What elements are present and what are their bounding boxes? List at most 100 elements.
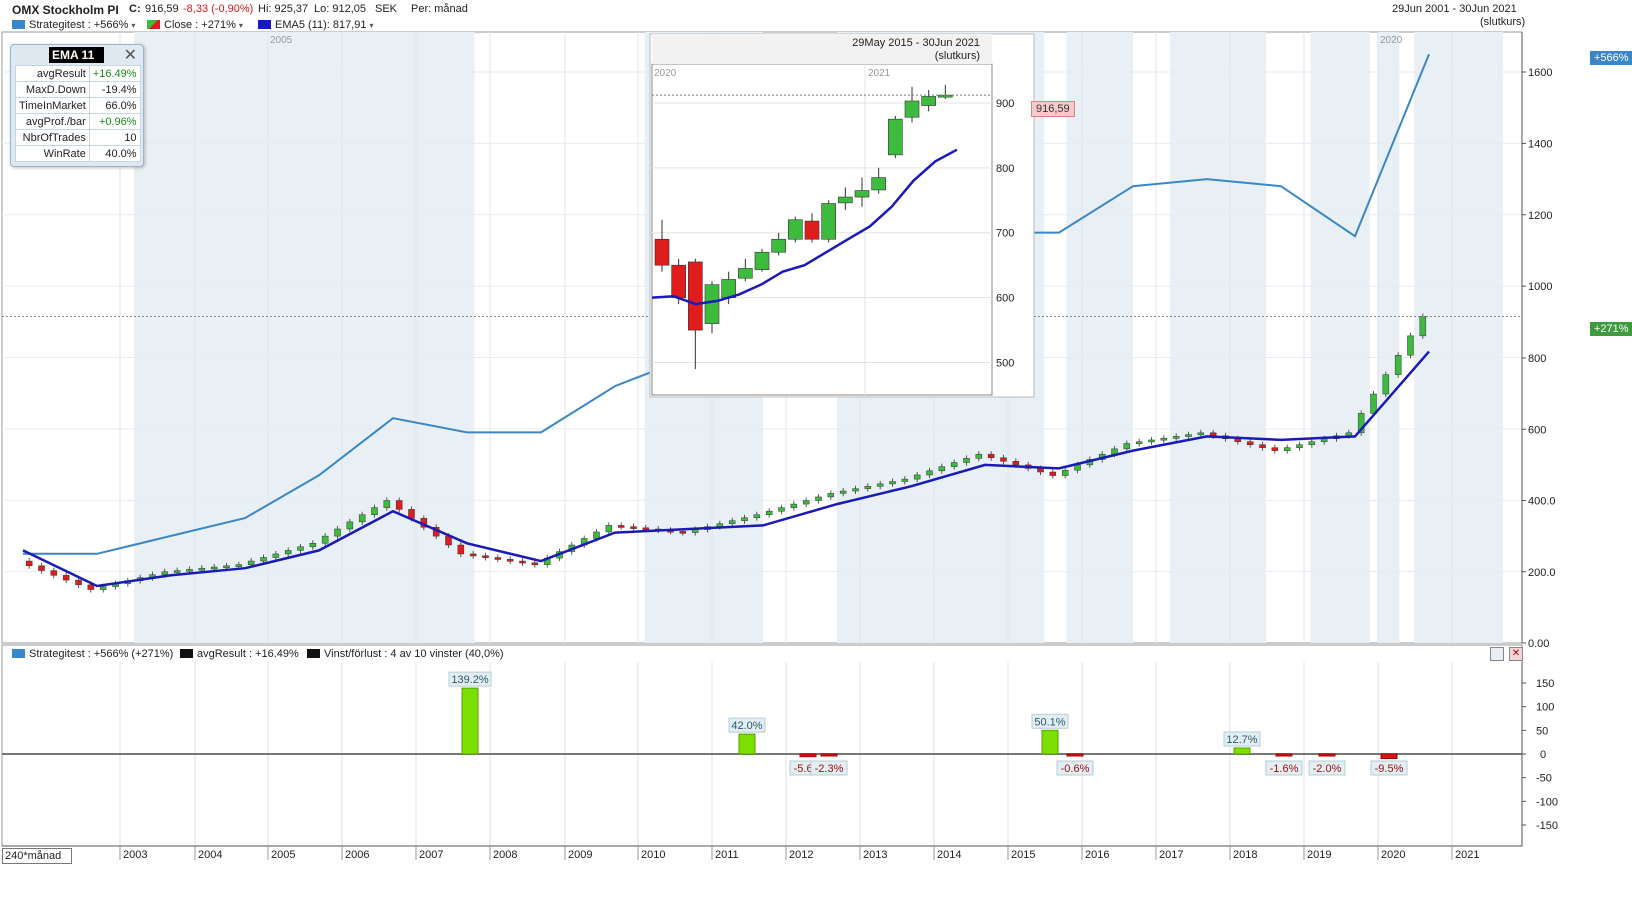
inset-year-label: 2020 bbox=[654, 68, 677, 79]
result-bar bbox=[738, 733, 756, 755]
result-bar bbox=[1233, 747, 1251, 755]
candle-body bbox=[593, 531, 600, 539]
candle-body bbox=[371, 507, 378, 515]
result-label-bg bbox=[448, 671, 492, 687]
x-tick-label: 2010 bbox=[641, 849, 665, 861]
candle-body bbox=[1370, 393, 1377, 414]
result-label: -9.5% bbox=[1375, 763, 1404, 775]
inset-candle-body bbox=[704, 284, 720, 324]
in-market-region bbox=[1377, 32, 1400, 643]
candle-body bbox=[889, 481, 896, 485]
candle-body bbox=[186, 569, 193, 572]
stats-row: NbrOfTrades 10 bbox=[15, 129, 141, 146]
lower-y-tick-label: -50 bbox=[1536, 773, 1552, 785]
inset-header: 29May 2015 - 30Jun 2021 (slutkurs) bbox=[652, 34, 992, 64]
result-label: -2.3% bbox=[815, 763, 844, 775]
close-icon[interactable]: ✕ bbox=[123, 47, 137, 64]
in-market-region bbox=[1170, 32, 1267, 643]
candle-body bbox=[321, 535, 329, 544]
date-range: 29Jun 2001 - 30Jun 2021 bbox=[1392, 3, 1517, 15]
stats-row: avgResult +16.49% bbox=[15, 65, 141, 82]
candle-body bbox=[1049, 471, 1057, 476]
y-tick-label: 800 bbox=[1528, 353, 1546, 365]
candle-body bbox=[1259, 444, 1266, 448]
candle-body bbox=[210, 566, 218, 570]
instrument-name: OMX Stockholm PI bbox=[12, 3, 119, 17]
candle-body bbox=[1246, 441, 1254, 445]
stat-value: 66.0% bbox=[88, 97, 141, 114]
stats-panel[interactable]: EMA 11 ✕ avgResult +16.49% MaxD.Down -19.4… bbox=[10, 44, 144, 167]
y-tick-label: 1200 bbox=[1528, 210, 1552, 222]
x-tick-label: 2013 bbox=[863, 849, 887, 861]
strategy-badge: +566% bbox=[1590, 51, 1632, 65]
candle-body bbox=[617, 525, 625, 528]
lo-value: Lo: 912,05 bbox=[314, 3, 366, 15]
candle-body bbox=[198, 567, 206, 571]
in-market-region bbox=[1310, 32, 1370, 643]
x-tick-label: 2008 bbox=[493, 849, 517, 861]
period-select[interactable]: 240*månad bbox=[2, 848, 72, 864]
legend-ema-label: EMA5 (11): 817,91 bbox=[275, 19, 367, 31]
inset-price-badge: 916,59 bbox=[1031, 101, 1075, 117]
candle-body bbox=[223, 565, 230, 569]
candle-body bbox=[260, 557, 267, 562]
candle-body bbox=[235, 564, 243, 567]
x-tick-label: 2018 bbox=[1233, 849, 1257, 861]
lower-legend-avg: avgResult : +16.49% bbox=[180, 648, 299, 660]
candle-body bbox=[938, 466, 946, 472]
lower-y-tick-label: 50 bbox=[1536, 725, 1548, 737]
result-bar bbox=[1318, 753, 1336, 757]
inset-candle-body bbox=[821, 203, 836, 240]
inset-candle-body bbox=[771, 238, 786, 253]
candle-body bbox=[1197, 432, 1205, 436]
stats-title: EMA 11 bbox=[49, 47, 105, 63]
inset-candle-body bbox=[688, 261, 703, 331]
stats-row: MaxD.Down -19.4% bbox=[15, 81, 141, 98]
chevron-down-icon[interactable]: ▾ bbox=[131, 21, 136, 30]
candle-body bbox=[827, 493, 835, 498]
close-badge: +271% bbox=[1590, 322, 1632, 336]
x-tick-label: 2007 bbox=[419, 849, 443, 861]
stats-row: TimeInMarket 66.0% bbox=[15, 97, 141, 114]
inset-year-label: 2021 bbox=[868, 68, 891, 79]
candle-body bbox=[25, 560, 33, 567]
inset-candle-body bbox=[838, 196, 853, 204]
legend-close[interactable]: Close : +271% ▾ bbox=[147, 19, 243, 31]
inset-candle-body bbox=[804, 220, 820, 240]
close-panel-icon[interactable]: ✕ bbox=[1509, 647, 1523, 661]
candle-body bbox=[1382, 374, 1390, 395]
candle-body bbox=[987, 453, 995, 458]
settings-icon[interactable] bbox=[1490, 647, 1504, 661]
lower-plot-area bbox=[1, 644, 1523, 847]
candle-body bbox=[383, 500, 391, 508]
inset-candle-body bbox=[754, 251, 770, 271]
candle-body bbox=[753, 514, 761, 518]
lower-legend-winloss-label: Vinst/förlust : 4 av 10 vinster (40,0%) bbox=[324, 648, 504, 660]
candle-body bbox=[963, 458, 970, 463]
stat-key: WinRate bbox=[15, 145, 90, 162]
candle-body bbox=[1394, 354, 1402, 375]
change-value: -8,33 (-0,90%) bbox=[183, 3, 254, 15]
candle-body bbox=[1061, 469, 1069, 476]
chevron-down-icon[interactable]: ▾ bbox=[238, 21, 243, 30]
ema-line bbox=[22, 350, 1430, 588]
y-tick-label: 1400 bbox=[1528, 138, 1552, 150]
result-label-bg bbox=[810, 760, 848, 776]
result-label: -2.0% bbox=[1313, 763, 1342, 775]
candle-body bbox=[876, 483, 884, 487]
legend-ema[interactable]: EMA5 (11): 817,91 ▾ bbox=[258, 19, 374, 31]
candle-body bbox=[1160, 437, 1168, 441]
candle-body bbox=[75, 579, 82, 586]
x-tick-label: 2006 bbox=[345, 849, 369, 861]
result-label-bg bbox=[1223, 731, 1261, 747]
stat-key: NbrOfTrades bbox=[15, 129, 90, 146]
result-bar bbox=[461, 687, 479, 755]
candle-body bbox=[926, 470, 933, 476]
chevron-down-icon[interactable]: ▾ bbox=[369, 21, 374, 30]
y-tick-label: 600 bbox=[1528, 424, 1546, 436]
lower-legend: Strategitest : +566% (+271%) avgResult :… bbox=[0, 647, 1632, 661]
candle-body bbox=[679, 531, 687, 534]
candle-body bbox=[346, 521, 354, 530]
legend-strategy[interactable]: Strategitest : +566% ▾ bbox=[12, 19, 135, 31]
